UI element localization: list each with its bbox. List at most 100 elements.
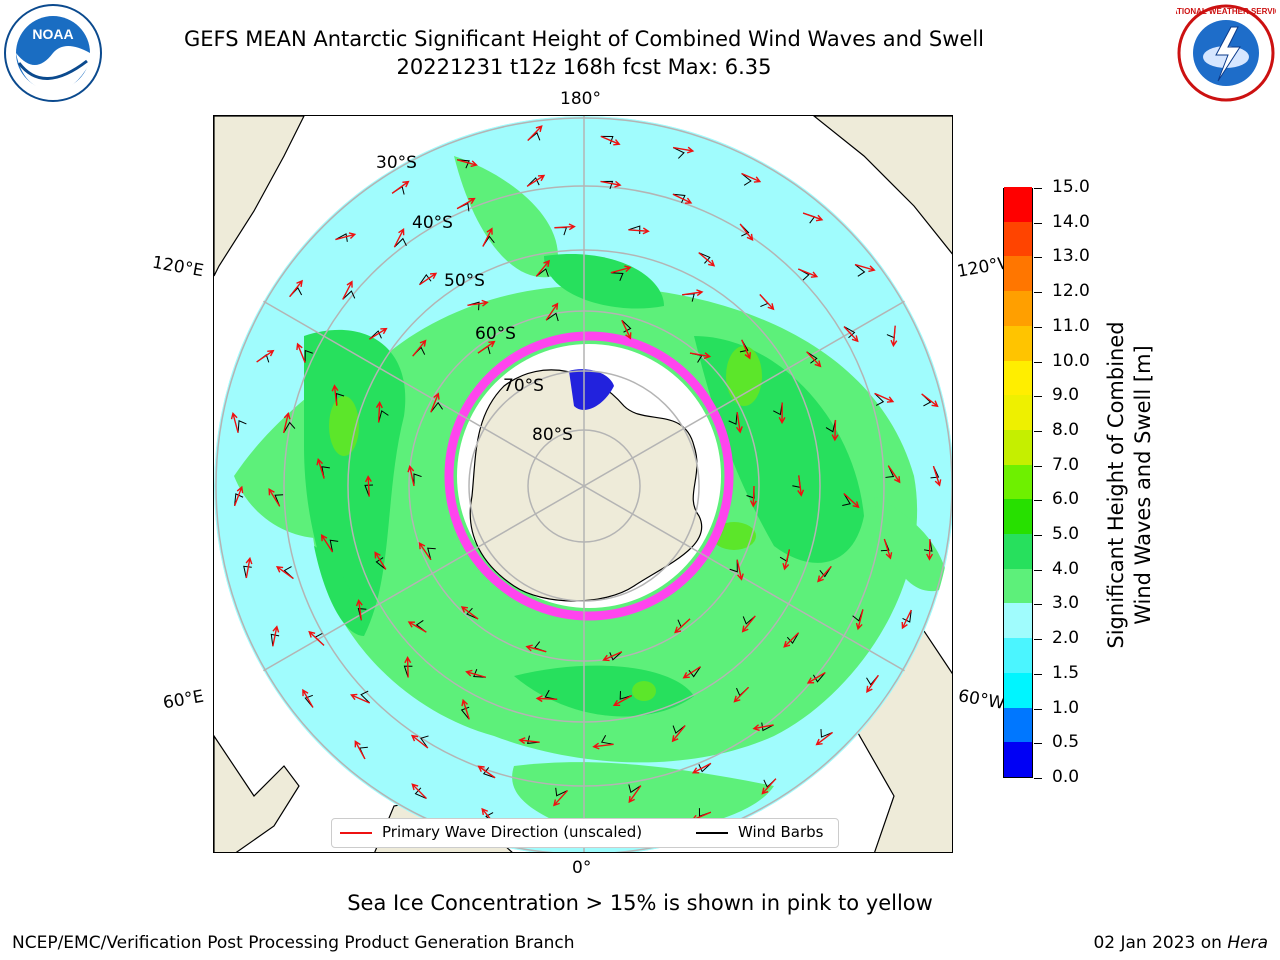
wind-barb (342, 290, 356, 300)
colorbar-tick-label: 4.0 (1052, 558, 1080, 579)
wave-direction-arrow (806, 671, 826, 684)
colorbar-segment (1004, 637, 1032, 673)
wave-direction-arrow (759, 294, 775, 311)
colorbar-tick-label: 0.5 (1052, 732, 1080, 753)
wave-direction-arrow (525, 644, 547, 653)
colorbar-segment (1004, 498, 1032, 535)
colorbar-tick-label: 1.0 (1052, 697, 1080, 718)
wave-direction-arrow (854, 263, 876, 273)
wave-direction-arrow (815, 731, 833, 746)
wave-direction-arrow (802, 212, 824, 222)
wave-direction-arrow (553, 790, 568, 807)
wave-direction-arrow (612, 695, 633, 706)
lon-label-180: 180° (560, 89, 601, 109)
colorbar-title: Significant Height of Combined Wind Wave… (1103, 275, 1157, 695)
wind-barb (672, 725, 686, 734)
wind-barb (460, 706, 470, 720)
colorbar-segment (1004, 186, 1032, 222)
colorbar-tick (1034, 639, 1042, 641)
wave-direction-arrow (752, 724, 774, 732)
wave-direction-arrow (843, 492, 860, 509)
wind-barb (610, 272, 624, 282)
wave-direction-arrow (698, 252, 716, 267)
colorbar-tick-label: 1.5 (1052, 662, 1080, 683)
wave-direction-arrow (233, 485, 244, 507)
wind-barb (902, 609, 912, 623)
wind-barb (874, 393, 885, 406)
wave-direction-arrow (456, 197, 476, 210)
polar-map (213, 115, 953, 853)
wind-barb (825, 419, 836, 433)
wind-barb (619, 691, 632, 700)
wind-barb (600, 180, 614, 190)
wave-direction-arrow (526, 174, 546, 187)
colorbar-tick (1034, 396, 1042, 398)
wind-barb (621, 319, 632, 333)
wave-direction-arrow (342, 280, 353, 300)
wave-direction-arrow (674, 618, 691, 634)
wind-barb (698, 252, 711, 264)
wave-direction-arrow (461, 698, 470, 720)
map-canvas (214, 116, 952, 852)
wave-direction-arrow (316, 457, 325, 479)
lat-label-60s: 60°S (475, 324, 516, 344)
wave-direction-arrow (592, 742, 614, 750)
wind-barb (628, 784, 642, 794)
wind-barb (413, 473, 422, 487)
wind-barb (364, 484, 374, 497)
colorbar-tick (1034, 292, 1042, 294)
wave-direction-arrow (289, 279, 303, 298)
colorbar-tick (1034, 500, 1042, 502)
colorbar-segment (1004, 360, 1032, 396)
wave-direction-arrow (600, 135, 621, 146)
colorbar-tick (1034, 430, 1042, 432)
colorbar-title-line2: Wind Waves and Swell [m] (1131, 345, 1155, 625)
colorbar-tick-label: 0.0 (1052, 767, 1080, 787)
wind-barb (628, 225, 641, 235)
wind-barb (466, 607, 479, 620)
wave-direction-arrow (741, 615, 756, 633)
colorbar-tick (1034, 326, 1042, 328)
colorbar-segment (1004, 464, 1032, 500)
wind-barb (283, 421, 296, 434)
colorbar (1003, 186, 1033, 778)
colorbar-tick (1034, 535, 1042, 537)
wave-direction-arrow (783, 632, 800, 648)
wind-barb (394, 237, 407, 248)
colorbar-tick-label: 13.0 (1052, 246, 1090, 267)
wave-direction-arrow (477, 340, 496, 354)
colorbar-tick-label: 10.0 (1052, 350, 1090, 371)
wave-direction-arrow (691, 762, 712, 774)
wind-barb (473, 668, 486, 678)
wave-direction-arrow (418, 542, 432, 561)
colorbar-tick-label: 14.0 (1052, 211, 1090, 232)
wind-barb (806, 351, 818, 364)
credit-text: NCEP/EMC/Verification Post Processing Pr… (12, 933, 575, 953)
colorbar-tick (1034, 222, 1042, 224)
wave-direction-arrow (407, 621, 427, 633)
lat-label-80s: 80°S (532, 425, 573, 445)
wave-direction-arrow (535, 695, 558, 703)
wave-direction-arrow (817, 565, 832, 583)
wind-barb (672, 147, 685, 159)
wind-barb (378, 410, 389, 423)
wave-direction-arrow (887, 465, 901, 484)
wind-barb (761, 722, 774, 732)
wind-barb (270, 633, 280, 647)
wave-direction-arrow (672, 193, 693, 204)
wave-direction-arrow (477, 765, 496, 779)
colorbar-segment (1004, 741, 1032, 777)
wind-barb (427, 547, 436, 560)
wind-barb (741, 173, 752, 186)
lat-label-70s: 70°S (503, 376, 544, 396)
wave-direction-arrow (282, 412, 291, 434)
wind-barb (237, 420, 247, 433)
wave-direction-arrow (302, 688, 314, 708)
wave-direction-arrow (256, 349, 275, 363)
wave-direction-arrow (535, 259, 550, 277)
wave-direction-arrow (901, 609, 912, 630)
wave-direction-arrow (527, 125, 543, 142)
wave-direction-arrow (350, 693, 370, 704)
wave-direction-arrow (419, 272, 438, 286)
wave-direction-arrow (673, 146, 695, 154)
